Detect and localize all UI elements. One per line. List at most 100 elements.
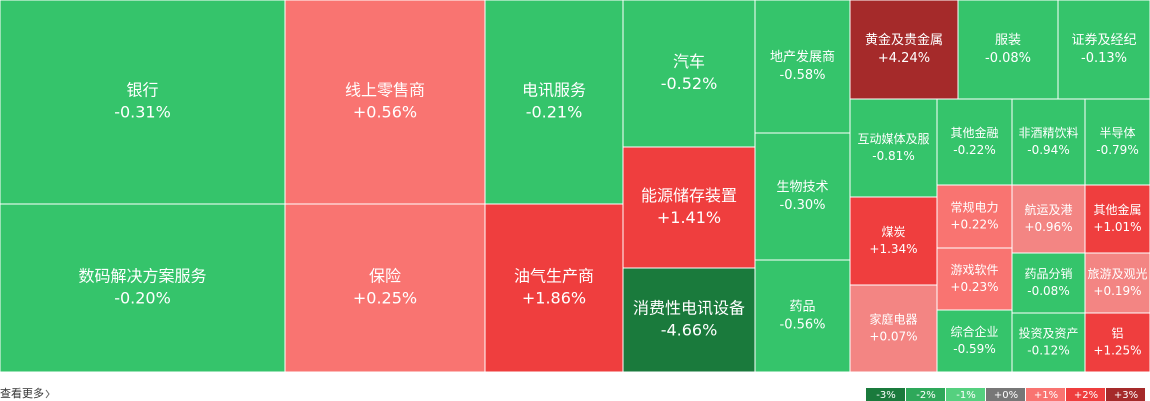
legend-label: -1% <box>956 390 975 401</box>
sector-tile[interactable] <box>284 203 486 373</box>
sector-tile[interactable] <box>849 98 938 198</box>
sector-name: 综合企业 <box>950 324 998 339</box>
sector-name: 投资及资产 <box>1018 326 1078 341</box>
sector-change: -0.08% <box>985 51 1031 66</box>
sector-change: +1.25% <box>1093 343 1141 357</box>
sector-name: 煤炭 <box>881 225 905 239</box>
sector-change: -0.56% <box>780 318 826 333</box>
sector-change: -0.52% <box>661 74 718 93</box>
sector-tile[interactable] <box>622 267 756 373</box>
sector-change: +1.86% <box>522 289 586 308</box>
sector-name: 银行 <box>126 80 158 99</box>
sector-tile[interactable] <box>754 0 851 134</box>
legend-label: +1% <box>1034 390 1058 401</box>
sector-name: 汽车 <box>673 52 705 71</box>
legend-swatch <box>946 388 985 401</box>
sector-name: 半导体 <box>1099 126 1135 140</box>
sector-tile[interactable] <box>849 196 938 286</box>
sector-change: +1.01% <box>1093 220 1141 234</box>
sector-change: -0.58% <box>780 68 826 83</box>
sector-change: -0.79% <box>1096 143 1138 157</box>
sector-tile[interactable] <box>849 0 959 100</box>
sector-change: -0.13% <box>1081 51 1127 66</box>
sector-name: 电讯服务 <box>522 80 586 99</box>
sector-tile[interactable] <box>1084 312 1150 373</box>
sector-change: +1.41% <box>657 208 721 227</box>
sector-tile[interactable] <box>484 203 624 373</box>
legend-label: +3% <box>1114 390 1138 401</box>
sector-tile[interactable] <box>849 284 938 373</box>
sector-change: +0.56% <box>353 103 417 122</box>
sector-tile[interactable] <box>754 132 851 261</box>
sector-name: 黄金及贵金属 <box>865 32 943 48</box>
sector-name: 证券及经纪 <box>1071 32 1136 48</box>
sector-tile[interactable] <box>1084 184 1150 254</box>
watermark: 格隆汇 <box>1080 375 1119 391</box>
sector-change: +0.19% <box>1093 284 1141 298</box>
sector-name: 航运及港 <box>1024 202 1072 217</box>
sector-name: 消费性电讯设备 <box>633 298 745 317</box>
sector-name: 数码解决方案服务 <box>78 266 206 285</box>
sector-change: -0.81% <box>872 149 914 163</box>
sector-tile[interactable] <box>936 184 1013 249</box>
legend-label: -3% <box>876 390 895 401</box>
sector-tile[interactable] <box>622 146 756 269</box>
sector-change: +0.96% <box>1024 220 1072 234</box>
sector-change: -4.66% <box>661 321 718 340</box>
legend-label: +2% <box>1074 390 1098 401</box>
sector-change: -0.59% <box>953 342 995 356</box>
sector-change: -0.21% <box>526 103 583 122</box>
sector-change: +1.34% <box>869 242 917 256</box>
sector-tile[interactable] <box>0 203 286 373</box>
more-link[interactable]: 查看更多 <box>0 386 44 400</box>
sector-change: +0.23% <box>950 280 998 294</box>
sector-change: +0.07% <box>869 329 917 343</box>
sector-name: 药品 <box>789 299 815 314</box>
sector-tile[interactable] <box>0 0 286 205</box>
sector-change: -0.20% <box>114 289 171 308</box>
legend-swatch <box>1066 388 1105 401</box>
sector-tile[interactable] <box>957 0 1059 100</box>
sector-tile[interactable] <box>484 0 624 205</box>
sector-change: -0.94% <box>1027 143 1069 157</box>
sector-name: 其他金融 <box>950 125 998 140</box>
sector-name: 线上零售商 <box>345 80 425 99</box>
sector-name: 服装 <box>995 33 1021 48</box>
sector-change: -0.30% <box>780 198 826 213</box>
sector-tile[interactable] <box>1084 98 1150 186</box>
legend-swatch <box>1106 388 1145 401</box>
sector-change: -0.08% <box>1027 284 1069 298</box>
sector-change: -0.12% <box>1027 343 1069 357</box>
sector-change: +4.24% <box>878 51 930 66</box>
sector-tile[interactable] <box>754 259 851 373</box>
sector-tile[interactable] <box>1057 0 1150 100</box>
sector-change: -0.31% <box>114 103 171 122</box>
legend-swatch <box>1026 388 1065 401</box>
sector-name: 铝 <box>1111 326 1123 341</box>
sector-name: 其他金属 <box>1093 202 1141 217</box>
sector-tile[interactable] <box>1011 184 1086 254</box>
legend-label: -2% <box>916 390 935 401</box>
sector-name: 旅游及观光 <box>1087 267 1147 281</box>
sector-change: +0.25% <box>353 289 417 308</box>
sector-name: 常规电力 <box>950 200 998 215</box>
sector-tile[interactable] <box>622 0 756 148</box>
sector-name: 非酒精饮料 <box>1018 126 1078 140</box>
sector-name: 能源储存装置 <box>641 186 737 205</box>
more-chevron <box>45 389 50 399</box>
sector-tile[interactable] <box>936 247 1013 311</box>
sector-name: 生物技术 <box>776 180 828 195</box>
sector-change: +0.22% <box>950 217 998 231</box>
sector-change: -0.22% <box>953 143 995 157</box>
sector-name: 地产发展商 <box>770 49 835 65</box>
sector-name: 保险 <box>369 266 401 285</box>
legend-label: +0% <box>994 390 1018 401</box>
legend-swatch <box>906 388 945 401</box>
sector-name: 家庭电器 <box>869 312 917 327</box>
sector-name: 油气生产商 <box>514 266 594 285</box>
sector-tile[interactable] <box>936 309 1013 373</box>
sector-tile[interactable] <box>1084 252 1150 314</box>
sector-name: 药品分销 <box>1024 267 1072 281</box>
sector-tile[interactable] <box>1011 98 1086 186</box>
